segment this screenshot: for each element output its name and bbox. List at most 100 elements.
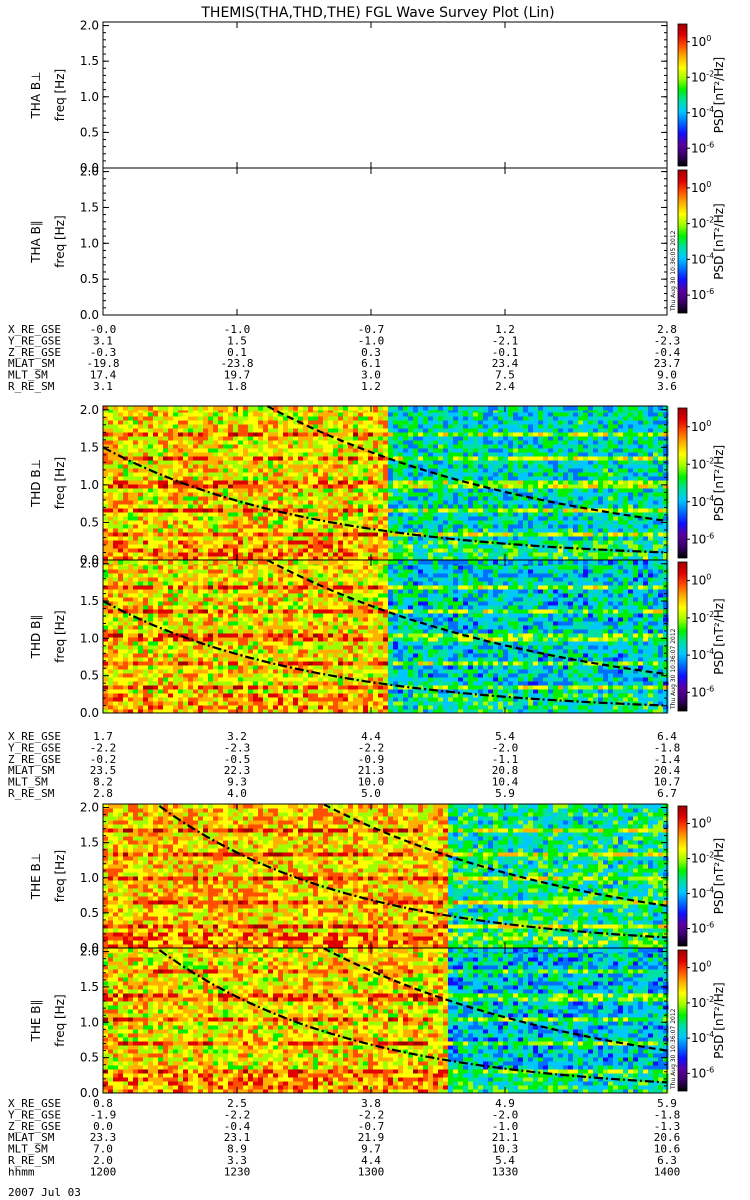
colorbar-tick-label: 100: [691, 34, 711, 49]
ephemeris-row-label: X_RE_GSE: [8, 323, 61, 336]
curve-dash-dot-the_bpar: [158, 949, 668, 1084]
ephemeris-value: -2.0: [492, 1108, 519, 1121]
ephemeris-block-1: X_RE_GSE -0.0 -1.0 -0.7 1.2 2.8Y_RE_GSE 3.1 1.5…: [8, 323, 681, 393]
ephemeris-value: 23.5: [90, 764, 117, 777]
ephemeris-row-label: MLAT_SM: [8, 764, 55, 777]
y-tick-label: 1.0: [80, 631, 99, 645]
ephemeris-value: -2.2: [224, 1108, 251, 1121]
panel-label: THA B⊥: [29, 71, 43, 119]
date-label: 2007 Jul 03: [8, 1186, 81, 1199]
y-tick-label: 2.0: [80, 19, 99, 33]
ephemeris-value: -0.5: [224, 753, 251, 766]
ephemeris-value: 5.4: [495, 730, 515, 743]
ephemeris-value: 2.4: [495, 380, 515, 393]
ephemeris-value: -2.2: [90, 741, 117, 754]
ephemeris-value: 4.0: [227, 787, 247, 800]
ephemeris-value: 1.2: [361, 380, 381, 393]
y-tick-label: 0.0: [80, 706, 99, 720]
ephemeris-value: 3.3: [227, 1154, 247, 1167]
freq-axis-label: freq [Hz]: [53, 69, 67, 121]
ephemeris-value: 1.8: [227, 380, 247, 393]
y-tick-label: 1.0: [80, 1015, 99, 1029]
y-tick-label: 0.5: [80, 1051, 99, 1065]
spectrogram-thd_bperp: [103, 406, 669, 561]
colorbar-tick-label: 100: [691, 960, 711, 975]
ephemeris-value: -19.8: [86, 357, 119, 370]
ephemeris-value: -2.1: [492, 334, 519, 347]
y-tick-label: 2.0: [80, 801, 99, 815]
ephemeris-row-label: Z_RE_GSE: [8, 1120, 61, 1133]
colorbar-tick-label: 10-4: [691, 494, 714, 509]
y-tick-label: 0.5: [80, 272, 99, 286]
ephemeris-row-label: MLT_SM: [8, 776, 48, 789]
colorbar-tick-label: 10-2: [691, 610, 714, 625]
ephemeris-value: 7.5: [495, 369, 515, 382]
y-tick-label: 1.0: [80, 478, 99, 492]
y-tick-label: 0.5: [80, 669, 99, 683]
ephemeris-value: 8.2: [93, 776, 113, 789]
freq-axis-label: freq [Hz]: [53, 994, 67, 1046]
ephemeris-row-label: Z_RE_GSE: [8, 753, 61, 766]
timestamp-stamp: Thu Aug 30 10:36:05 2012: [670, 230, 677, 312]
ephemeris-layer: X_RE_GSE -0.0 -1.0 -0.7 1.2 2.8Y_RE_GSE 3.1 1.5…: [8, 323, 681, 1178]
curve-dashed-the_bperp: [323, 803, 668, 907]
ephemeris-value: 10.6: [654, 1143, 681, 1156]
ephemeris-value: -1.0: [224, 323, 251, 336]
spectrogram-the_bperp: [103, 804, 669, 949]
y-tick-label: 1.0: [80, 90, 99, 104]
ephemeris-row-label: Y_RE_GSE: [8, 1108, 61, 1121]
y-tick-label: 0.5: [80, 515, 99, 529]
plot-frame: [102, 167, 668, 316]
colorbar-label: PSD [nT²/Hz]: [712, 838, 726, 914]
ephemeris-value: 6.7: [657, 787, 677, 800]
plot-frame: [102, 947, 668, 1094]
colorbar-tick-label: 10-2: [691, 995, 714, 1010]
ephemeris-value: 1300: [358, 1165, 385, 1178]
ephemeris-value: 2.5: [227, 1097, 247, 1110]
colorbar-tick-label: 10-6: [691, 287, 714, 302]
ephemeris-value: 4.4: [361, 730, 381, 743]
colorbar-tick-label: 10-4: [691, 251, 714, 266]
panels-layer: 0.0 0.5 1.0 1.5 2.0 THA B⊥ freq [Hz] 100 10-2 10-…: [29, 19, 726, 1100]
ephemeris-value: 2.8: [657, 323, 677, 336]
ephemeris-value: -1.4: [654, 753, 681, 766]
ephemeris-row-label: Z_RE_GSE: [8, 346, 61, 359]
ephemeris-value: 23.4: [492, 357, 519, 370]
freq-axis-label: freq [Hz]: [53, 457, 67, 509]
ephemeris-value: -1.3: [654, 1120, 681, 1133]
ephemeris-value: 23.7: [654, 357, 681, 370]
ephemeris-value: -1.8: [654, 1108, 681, 1121]
ephemeris-row-label: X_RE_GSE: [8, 1097, 61, 1110]
y-tick-label: 1.5: [80, 980, 99, 994]
ephemeris-value: 20.8: [492, 764, 519, 777]
ephemeris-value: -1.0: [358, 334, 385, 347]
y-tick-label: 2.0: [80, 403, 99, 417]
ephemeris-value: -2.2: [358, 741, 385, 754]
timestamp-stamp: Thu Aug 30 10:36:07 2012: [670, 628, 677, 710]
colorbar: [677, 561, 688, 712]
colorbar: [677, 23, 688, 167]
panel-label: THE B⊥: [29, 853, 43, 900]
ephemeris-value: 20.4: [654, 764, 681, 777]
ephemeris-row-label: MLAT_SM: [8, 1131, 55, 1144]
ephemeris-value: 0.8: [93, 1097, 113, 1110]
y-tick-label: 2.0: [80, 945, 99, 959]
ephemeris-value: 5.4: [495, 1154, 515, 1167]
ephemeris-value: 1.7: [93, 730, 113, 743]
ephemeris-value: 10.0: [358, 776, 385, 789]
y-tick-label: 0.5: [80, 906, 99, 920]
y-tick-label: 1.0: [80, 236, 99, 250]
colorbar: [677, 805, 688, 947]
curve-dashed-thd_bpar: [266, 559, 668, 676]
colorbar-tick-label: 10-2: [691, 851, 714, 866]
y-tick-label: 0.5: [80, 125, 99, 139]
curve-dashed-thd_bperp: [266, 405, 668, 522]
ephemeris-value: -1.8: [654, 741, 681, 754]
ephemeris-row-label: MLT_SM: [8, 1143, 48, 1156]
ephemeris-row-label: hhmm: [8, 1165, 35, 1178]
colorbar-tick-label: 10-2: [691, 456, 714, 471]
ephemeris-value: -0.9: [358, 753, 385, 766]
ephemeris-value: -1.0: [492, 1120, 519, 1133]
panel-the_bperp: 0.0 0.5 1.0 1.5 2.0 THE B⊥ freq [Hz] 100 10-2 10-…: [29, 801, 726, 955]
